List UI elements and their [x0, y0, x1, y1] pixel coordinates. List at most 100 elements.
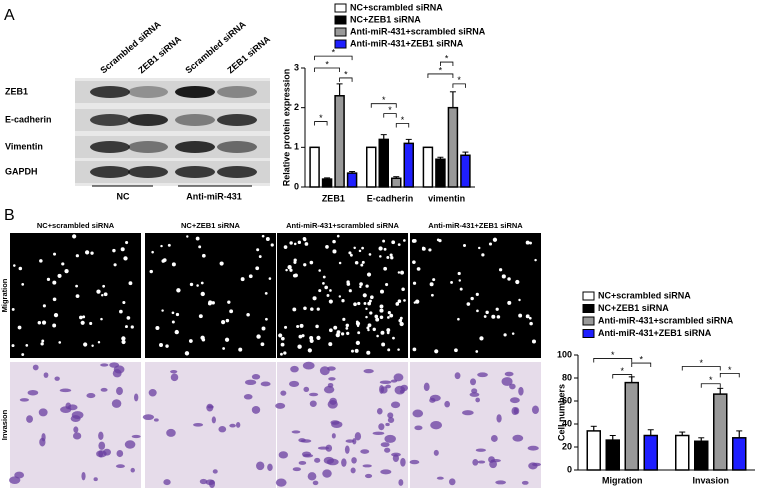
cell	[90, 251, 94, 255]
cell	[340, 332, 345, 336]
significance-bracket	[700, 383, 721, 388]
cell	[354, 348, 359, 353]
cell	[322, 275, 326, 279]
cell	[498, 268, 503, 272]
cell	[422, 246, 425, 250]
cell	[211, 416, 216, 424]
legend-swatch	[582, 329, 595, 338]
cell	[112, 369, 122, 378]
cell	[189, 282, 194, 287]
cell	[258, 255, 262, 258]
cell	[354, 260, 359, 265]
significance-star: *	[709, 375, 713, 385]
cell	[70, 415, 81, 423]
cell	[83, 342, 88, 347]
cell	[513, 407, 520, 415]
cell	[368, 299, 372, 303]
cell	[130, 325, 134, 329]
cell	[387, 316, 390, 319]
lane-label: ZEB1 siRNA	[225, 34, 272, 76]
cell	[201, 253, 206, 258]
bar	[366, 146, 377, 188]
cell	[329, 289, 332, 292]
cell	[363, 369, 374, 374]
cell	[412, 238, 417, 243]
cell	[125, 240, 129, 245]
significance-bracket	[612, 374, 633, 379]
cell	[509, 397, 520, 404]
cell	[289, 241, 293, 245]
cell	[199, 478, 208, 485]
cell	[314, 457, 321, 463]
cell	[333, 325, 338, 330]
bar	[346, 172, 358, 188]
image-row-label: Invasion	[0, 409, 9, 440]
significance-star: *	[388, 105, 392, 115]
panel-label: B	[4, 207, 15, 224]
cell	[448, 478, 456, 486]
cell	[387, 348, 391, 352]
cell	[378, 423, 385, 431]
cell	[459, 287, 463, 291]
blot-band	[175, 86, 215, 98]
cell	[387, 412, 394, 419]
cell	[400, 270, 404, 275]
cell	[166, 428, 176, 437]
cell	[323, 456, 335, 465]
cell	[429, 282, 434, 287]
bar	[309, 146, 320, 188]
cell	[161, 309, 164, 312]
cell	[386, 255, 390, 259]
cell	[366, 350, 371, 355]
cell	[397, 299, 402, 303]
cell	[98, 441, 106, 450]
cell	[365, 307, 368, 311]
cell	[176, 288, 181, 293]
cell	[490, 435, 498, 442]
cell	[423, 382, 430, 392]
cell	[308, 392, 319, 397]
cell	[483, 315, 487, 318]
cell	[73, 426, 79, 433]
cell	[297, 240, 302, 244]
cell	[163, 479, 171, 486]
cell	[531, 405, 539, 415]
cell	[302, 361, 315, 370]
cell	[100, 317, 103, 321]
cell	[457, 271, 461, 276]
cell	[195, 236, 200, 241]
cell	[325, 444, 333, 452]
blot-band	[90, 114, 130, 126]
cell	[292, 307, 297, 312]
bar	[391, 177, 402, 188]
cell	[188, 339, 193, 343]
cell	[496, 414, 502, 423]
cell	[160, 244, 163, 248]
cell	[413, 301, 417, 304]
cell	[200, 281, 204, 285]
cell	[290, 365, 299, 373]
cell	[109, 362, 120, 368]
significance-bracket	[370, 103, 397, 108]
cell	[342, 317, 346, 321]
cell	[403, 299, 406, 302]
significance-star: *	[699, 358, 703, 368]
cell	[353, 246, 356, 250]
cell	[368, 253, 372, 256]
cell	[280, 352, 283, 356]
cell	[100, 363, 109, 367]
bar	[586, 430, 601, 471]
legend-swatch	[582, 304, 595, 313]
cell	[372, 327, 376, 332]
cell	[386, 331, 390, 335]
cell	[151, 250, 154, 254]
cell	[361, 260, 365, 264]
y-tick-label: 0	[567, 464, 572, 474]
cell	[52, 280, 57, 285]
significance-bracket	[314, 55, 353, 61]
cell	[397, 271, 401, 274]
cell	[390, 401, 401, 409]
cell	[57, 273, 62, 278]
cell	[84, 250, 90, 255]
blot-row-label: GAPDH	[5, 166, 38, 176]
